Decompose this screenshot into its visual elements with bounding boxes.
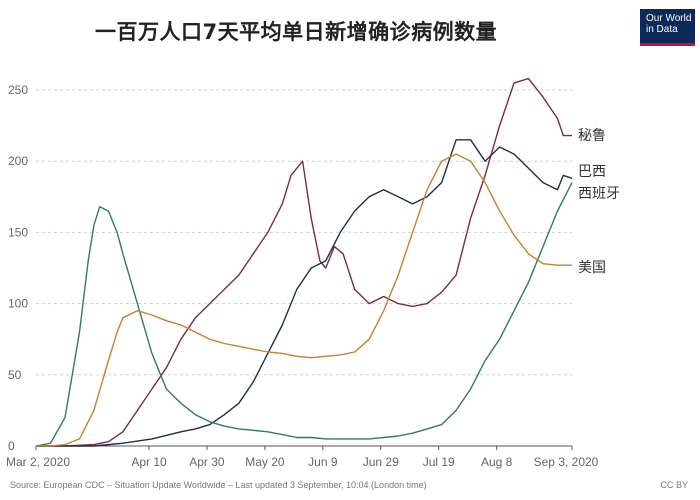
- x-tick-label: Sep 3, 2020: [534, 455, 599, 469]
- series-label: 巴西: [578, 164, 606, 180]
- x-tick-label: Jun 29: [363, 455, 399, 469]
- x-tick-label: Jun 9: [308, 455, 338, 469]
- y-tick-label: 150: [8, 225, 28, 239]
- y-tick-label: 0: [8, 439, 15, 453]
- x-tick-label: Aug 8: [481, 455, 513, 469]
- license-link[interactable]: CC BY: [660, 480, 688, 490]
- chart-title: 一百万人口7天平均单日新增确诊病例数量: [95, 20, 498, 44]
- series-label: 美国: [578, 260, 606, 276]
- series-label: 西班牙: [578, 186, 620, 202]
- owid-logo[interactable]: Our World in Data: [640, 9, 695, 46]
- series-line[interactable]: [36, 77, 572, 447]
- y-tick-label: 100: [8, 297, 28, 311]
- x-tick-label: May 20: [245, 455, 285, 469]
- x-tick-label: Jul 19: [423, 455, 455, 469]
- x-tick-label: Apr 10: [131, 455, 167, 469]
- series-line[interactable]: [35, 182, 573, 447]
- logo-line2: in Data: [646, 24, 678, 35]
- series-line[interactable]: [36, 139, 573, 447]
- logo-line1: Our World: [646, 13, 692, 24]
- y-tick-label: 250: [8, 83, 28, 97]
- x-tick-label: Apr 30: [189, 455, 225, 469]
- source-note: Source: European CDC – Situation Update …: [10, 480, 427, 490]
- y-tick-label: 50: [8, 368, 22, 382]
- x-tick-label: Mar 2, 2020: [6, 455, 70, 469]
- series-line[interactable]: [36, 153, 572, 447]
- y-tick-label: 200: [8, 154, 28, 168]
- series-label: 秘鲁: [578, 128, 606, 144]
